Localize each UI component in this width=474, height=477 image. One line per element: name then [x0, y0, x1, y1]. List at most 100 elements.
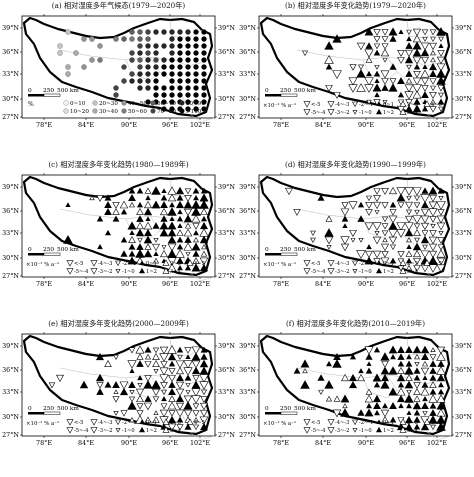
station-triangle-down [429, 354, 437, 361]
legend-unit: ×10⁻¹ % a⁻¹ [263, 420, 296, 427]
station-triangle-up [95, 352, 105, 361]
station-triangle-down [421, 29, 429, 36]
country-boundary [189, 272, 215, 282]
station-triangle-down [365, 209, 373, 216]
legend-triangle [327, 427, 335, 434]
station-triangle-down [374, 64, 380, 70]
station-triangle-down [437, 244, 445, 251]
station-marker [169, 43, 175, 49]
station-triangle-up [137, 375, 143, 381]
station-triangle-up [129, 416, 135, 423]
station-triangle-up [413, 374, 421, 381]
scale-label: 0 [28, 247, 32, 253]
station-triangle-up [168, 360, 176, 367]
station-marker [201, 78, 207, 84]
station-triangle-up [167, 401, 177, 410]
station-triangle-down [412, 56, 422, 65]
station-triangle-up [143, 249, 153, 258]
station-triangle-down [175, 388, 185, 397]
station-triangle-down [438, 106, 444, 113]
station-triangle-up [167, 415, 177, 424]
map-canvas: 78°E 84°E 90°E 96°E 102°E 39°N 39°N 36°N 36°N 33°… [2, 332, 235, 447]
station-triangle-down [168, 410, 176, 417]
legend-label: -4~-3 [335, 102, 349, 108]
station-triangle-up [372, 394, 382, 403]
legend-triangle [162, 426, 170, 433]
scale-bar-white [43, 411, 61, 415]
station-triangle-down [340, 236, 350, 245]
station-triangle-up [144, 353, 152, 360]
legend-unit: % [28, 101, 34, 108]
station-triangle-down [341, 202, 349, 209]
legend-unit: ×10⁻¹ % a⁻¹ [263, 102, 296, 109]
station-triangle-up [366, 361, 372, 366]
station-triangle-up [389, 35, 397, 42]
legend-circle [150, 100, 156, 106]
station-triangle-up [184, 374, 192, 381]
station-triangle-down [191, 395, 201, 404]
scale-bar-black [265, 94, 281, 97]
station-marker [193, 43, 199, 49]
station-triangle-down [437, 85, 445, 92]
legend-circle [121, 108, 127, 114]
station-triangle-down [422, 410, 428, 416]
station-triangle-down [127, 360, 137, 369]
lat-tick-label-left: 33°N [239, 229, 256, 237]
station-triangle-up [177, 223, 183, 229]
station-triangle-down [420, 208, 430, 217]
station-triangle-up [414, 353, 420, 360]
station-triangle-down [405, 201, 413, 210]
station-triangle-up [333, 395, 341, 402]
station-triangle-down [191, 360, 201, 369]
station-triangle-up [340, 408, 350, 417]
station-triangle-up [199, 422, 209, 431]
lat-tick-label-left: 36°N [239, 207, 256, 215]
station-triangle-down [373, 188, 381, 195]
station-triangle-up [332, 359, 342, 368]
station-marker [137, 57, 143, 63]
station-marker [201, 92, 207, 98]
station-triangle-down [340, 243, 350, 252]
lat-tick-label-left: 33°N [2, 229, 19, 237]
station-triangle-down [168, 368, 176, 375]
station-triangle-up [397, 381, 405, 388]
legend-triangle [138, 426, 146, 433]
station-triangle-down [397, 202, 405, 209]
station-triangle-up [406, 236, 412, 243]
station-triangle-down [438, 231, 444, 236]
station-triangle-down [160, 403, 168, 410]
legend-label: -3~-2 [98, 269, 112, 275]
legend-label: 1~2 [146, 269, 157, 275]
station-triangle-down [429, 42, 437, 51]
station-triangle-up [192, 187, 200, 194]
legend-triangle [352, 269, 358, 274]
legend-circle [121, 100, 127, 106]
station-triangle-down [413, 195, 421, 202]
station-triangle-up [167, 263, 177, 272]
station-triangle-down [381, 187, 389, 195]
station-triangle-down [96, 195, 104, 202]
station-marker [145, 57, 151, 63]
station-triangle-down [436, 56, 446, 65]
station-triangle-down [175, 381, 185, 390]
station-marker [177, 92, 183, 98]
station-triangle-down [185, 383, 191, 388]
station-triangle-down [373, 29, 381, 36]
station-triangle-up [356, 83, 366, 92]
station-triangle-up [128, 193, 136, 202]
station-triangle-up [420, 235, 430, 244]
station-triangle-up [406, 410, 412, 415]
station-triangle-up [79, 380, 89, 389]
legend-unit: ×10⁻¹ % a⁻¹ [26, 420, 59, 427]
station-triangle-down [413, 265, 421, 272]
lat-tick-label-right: 39°N [218, 183, 235, 191]
station-marker [185, 64, 191, 70]
station-triangle-up [412, 104, 422, 113]
scale-bar-white [43, 93, 61, 97]
legend: % 0~10 10~20 20~30 30~40 40~50 50~60 60~70 70~80… [28, 100, 205, 115]
station-triangle-up [199, 366, 209, 375]
country-boundary [189, 431, 215, 441]
legend-circle [179, 108, 185, 114]
station-triangle-up [422, 375, 428, 380]
station-marker [121, 64, 127, 70]
